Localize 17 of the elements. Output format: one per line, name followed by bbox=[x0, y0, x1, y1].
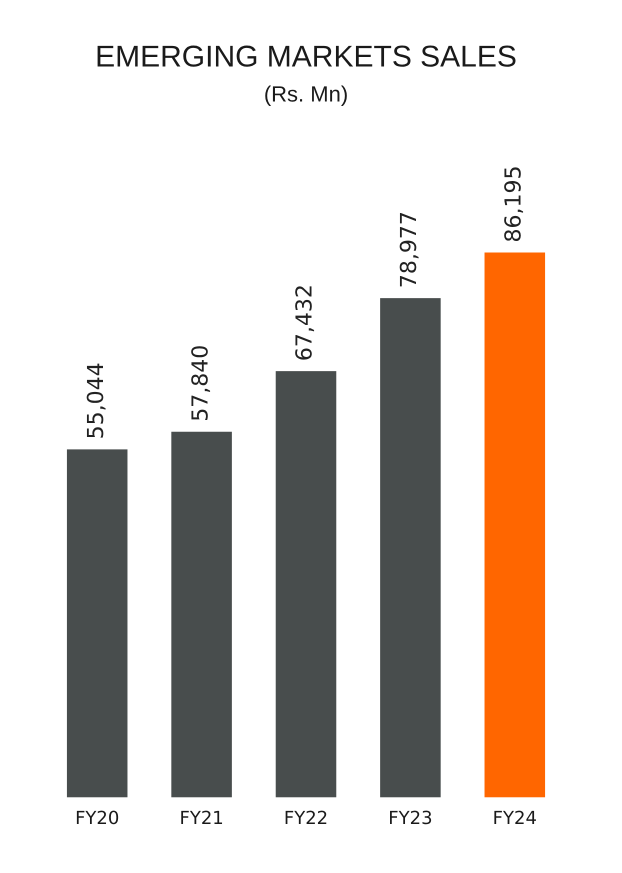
data-label: 67,432 bbox=[292, 284, 318, 362]
bar bbox=[276, 371, 336, 798]
bar bbox=[380, 298, 441, 798]
bar bbox=[66, 449, 128, 798]
bar bbox=[484, 252, 546, 798]
x-tick-label: FY21 bbox=[179, 808, 224, 829]
chart-subtitle: (Rs. Mn) bbox=[264, 81, 348, 106]
data-label: 55,044 bbox=[84, 362, 109, 440]
chart-title: EMERGING MARKETS SALES bbox=[95, 40, 517, 74]
data-label: 78,977 bbox=[397, 211, 422, 288]
data-label: 86,195 bbox=[502, 165, 527, 242]
bar bbox=[171, 432, 232, 798]
x-tick-label: FY23 bbox=[388, 808, 433, 829]
x-tick-label: FY22 bbox=[284, 808, 328, 829]
data-label: 57,840 bbox=[188, 344, 214, 422]
x-tick-label: FY24 bbox=[492, 808, 537, 829]
x-tick-label: FY20 bbox=[75, 808, 120, 829]
